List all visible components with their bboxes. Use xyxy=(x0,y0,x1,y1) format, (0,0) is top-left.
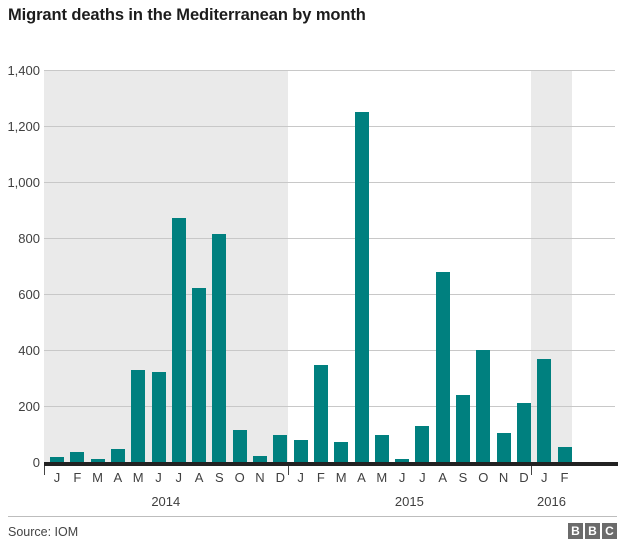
bbc-logo-block: C xyxy=(602,523,617,539)
bar[interactable] xyxy=(415,425,430,462)
y-tick-label: 600 xyxy=(18,287,40,302)
gridline-1400 xyxy=(44,70,615,71)
bar[interactable] xyxy=(557,446,572,462)
bar[interactable] xyxy=(212,233,227,462)
bar[interactable] xyxy=(435,271,450,462)
month-tick-label: A xyxy=(357,470,366,485)
y-tick-label: 1,400 xyxy=(7,63,40,78)
bar[interactable] xyxy=(516,403,531,462)
month-tick-label: J xyxy=(419,470,426,485)
year-tick xyxy=(287,466,289,475)
month-tick-label: J xyxy=(540,470,548,485)
bar[interactable] xyxy=(171,218,186,462)
month-tick-label: N xyxy=(255,470,265,485)
bar[interactable] xyxy=(334,441,349,462)
gridline-200 xyxy=(44,406,615,407)
month-tick-label: N xyxy=(498,470,509,485)
bar[interactable] xyxy=(232,429,247,462)
month-tick-label: S xyxy=(215,470,224,485)
month-tick-label: M xyxy=(92,470,104,485)
month-tick-label: F xyxy=(73,470,82,485)
month-tick-label: D xyxy=(519,470,529,485)
year-label-2014: 2014 xyxy=(151,494,181,509)
y-tick-label: 800 xyxy=(18,231,40,246)
gridline-1200 xyxy=(44,126,615,127)
month-tick-label: J xyxy=(175,470,183,485)
month-tick-label: D xyxy=(275,470,285,485)
month-tick-label: M xyxy=(335,470,347,485)
y-tick-label: 200 xyxy=(18,399,40,414)
bar[interactable] xyxy=(273,435,288,462)
bar[interactable] xyxy=(253,455,267,462)
bar[interactable] xyxy=(110,448,125,462)
y-tick-label: 0 xyxy=(32,455,40,470)
month-tick-label: F xyxy=(560,470,569,485)
year-label-2016: 2016 xyxy=(537,494,566,509)
month-tick-label: A xyxy=(194,470,204,485)
bar[interactable] xyxy=(496,432,511,462)
bbc-logo-block: B xyxy=(568,523,583,539)
bar[interactable] xyxy=(192,288,207,462)
bbc-logo-block: B xyxy=(585,523,600,539)
gridline-400 xyxy=(44,350,615,351)
bar[interactable] xyxy=(131,369,146,462)
year-label-2015: 2015 xyxy=(394,494,424,509)
month-tick-label: A xyxy=(113,470,123,485)
gridline-600 xyxy=(44,294,615,295)
bar[interactable] xyxy=(537,358,552,462)
month-tick-label: J xyxy=(398,470,406,485)
gridline-800 xyxy=(44,238,615,239)
page-title: Migrant deaths in the Mediterranean by m… xyxy=(8,6,366,24)
y-tick-label: 1,000 xyxy=(7,175,40,190)
gridline-1000 xyxy=(44,182,615,183)
source-note: Source: IOM xyxy=(8,525,79,539)
bar[interactable] xyxy=(50,456,64,462)
year-band-2014 xyxy=(44,70,288,462)
year-tick xyxy=(531,466,533,475)
bar-series xyxy=(44,70,615,462)
year-tick xyxy=(44,466,45,475)
month-tick-label: S xyxy=(458,470,468,485)
month-tick-label: O xyxy=(234,470,245,485)
bar[interactable] xyxy=(313,364,328,462)
month-tick-label: A xyxy=(438,470,448,485)
month-tick-label: F xyxy=(316,470,325,485)
bar[interactable] xyxy=(354,112,369,462)
y-axis-labels: 0 200 400 600 800 1,000 1,200 1,400 xyxy=(0,0,40,547)
bar[interactable] xyxy=(293,440,308,462)
month-tick-label: O xyxy=(478,470,489,485)
bar[interactable] xyxy=(90,458,105,462)
bar[interactable] xyxy=(456,394,470,462)
bar[interactable] xyxy=(151,372,166,462)
plot-area xyxy=(44,70,615,462)
y-tick-label: 400 xyxy=(18,343,40,358)
bar[interactable] xyxy=(476,350,491,462)
month-tick-label: M xyxy=(132,470,144,485)
y-tick-label: 1,200 xyxy=(7,119,40,134)
month-tick-label: M xyxy=(376,470,388,485)
month-tick-label: J xyxy=(53,470,61,485)
footer-divider xyxy=(8,516,617,517)
x-axis-line xyxy=(44,462,618,466)
bar[interactable] xyxy=(70,452,85,462)
month-tick-label: J xyxy=(155,470,162,485)
month-tick-label: J xyxy=(297,470,304,485)
bar[interactable] xyxy=(374,435,389,462)
bar[interactable] xyxy=(395,458,410,462)
